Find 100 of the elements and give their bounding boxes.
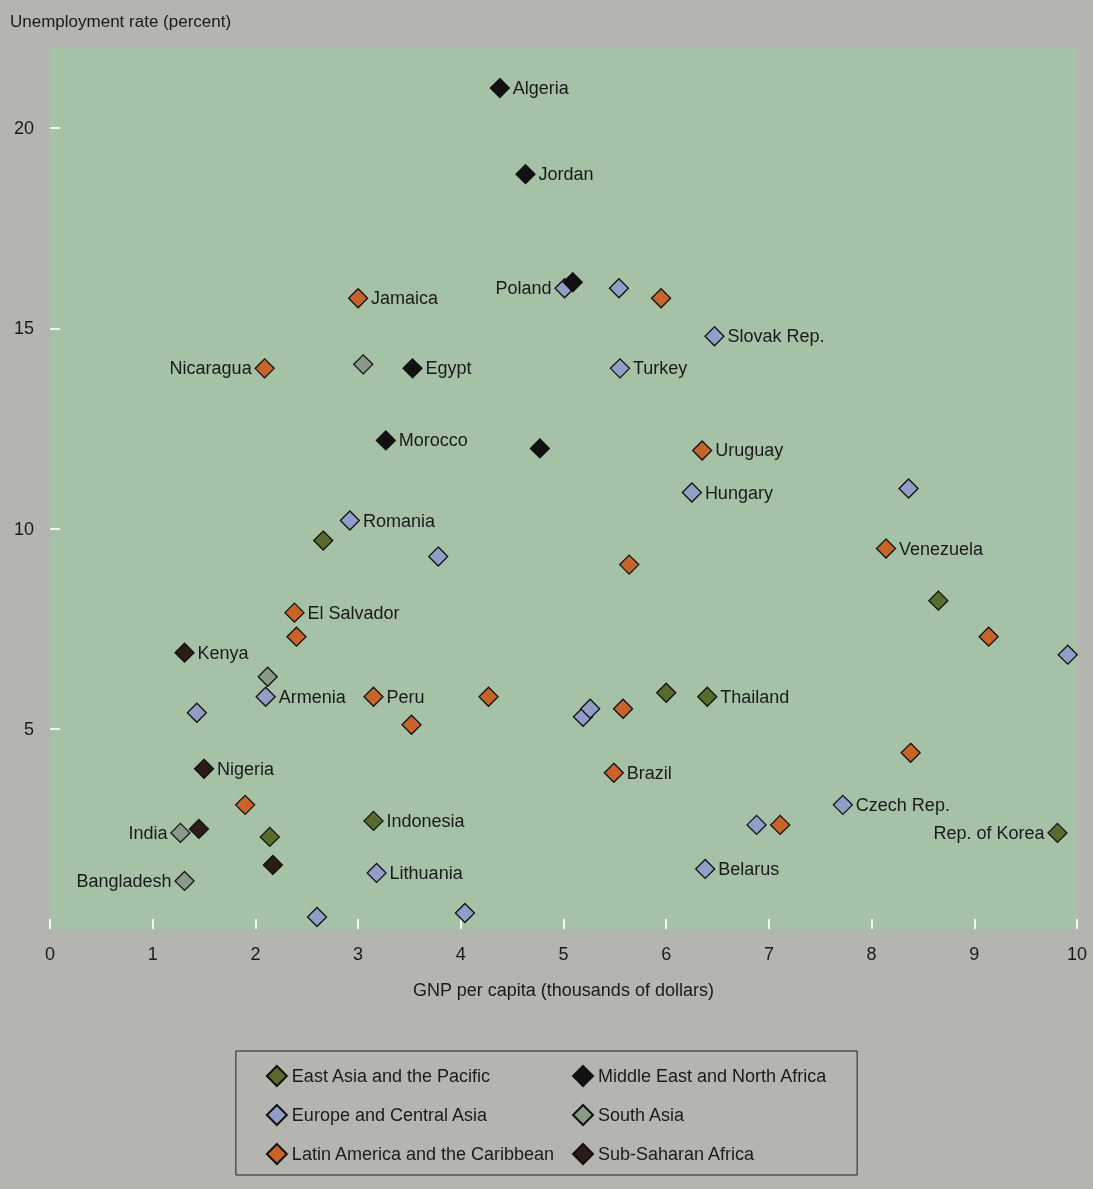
point [353, 354, 374, 375]
x-tick-label: 0 [44, 944, 56, 964]
annotation: Poland [495, 278, 552, 299]
point [928, 590, 949, 611]
y-tick-label: 15 [13, 318, 34, 339]
annotation: Nicaragua [169, 358, 253, 379]
annotation: India [128, 822, 169, 843]
point [188, 818, 210, 840]
annotation: Kenya [197, 642, 250, 663]
annotation: Thailand [720, 686, 790, 707]
annotation: Venezuela [898, 538, 985, 559]
annotation: Bangladesh [76, 870, 172, 891]
x-tick-label: 8 [866, 944, 877, 964]
annotation: Belarus [718, 858, 780, 879]
point [347, 288, 369, 309]
annotation: Jordan [538, 164, 594, 185]
point [366, 862, 387, 884]
point [608, 278, 630, 299]
point [363, 686, 384, 707]
point [402, 358, 423, 379]
point [562, 272, 583, 293]
y-axis-title: Unemployment rate (percent) [10, 12, 232, 31]
y-tick-label: 20 [13, 118, 34, 139]
y-tick-label: 5 [23, 718, 34, 739]
x-tick-label: 6 [661, 944, 672, 964]
legend-label: South Asia [598, 1105, 686, 1125]
point [978, 626, 999, 647]
point [284, 602, 305, 623]
point [454, 902, 476, 924]
legend-label: Sub-Saharan Africa [598, 1144, 756, 1164]
point [898, 478, 919, 499]
legend-label: Latin America and the Caribbean [291, 1144, 555, 1164]
annotation: Romania [362, 510, 436, 531]
point [875, 538, 897, 559]
point [306, 906, 328, 928]
annotation: Egypt [425, 358, 472, 379]
point [489, 77, 510, 99]
point [254, 358, 275, 379]
point [313, 530, 334, 551]
point [234, 794, 256, 816]
annotation: Indonesia [386, 810, 466, 831]
x-tick-label: 9 [969, 944, 980, 964]
annotation: Armenia [278, 686, 347, 707]
x-tick-label: 1 [147, 944, 158, 964]
annotation: Uruguay [715, 440, 784, 461]
annotation: Algeria [512, 78, 570, 99]
x-tick-label: 7 [763, 944, 774, 964]
point [174, 642, 195, 663]
annotation: Lithuania [389, 862, 464, 883]
point [515, 163, 536, 185]
annotation: Brazil [626, 762, 672, 783]
legend-label: Middle East and North Africa [598, 1066, 828, 1086]
point [609, 358, 631, 379]
point [704, 326, 725, 347]
point [401, 714, 422, 735]
point [375, 430, 396, 451]
point [259, 826, 280, 848]
annotation: Peru [386, 686, 425, 707]
point [832, 794, 853, 816]
annotation: Nigeria [217, 758, 276, 779]
annotation: Czech Rep. [855, 794, 950, 815]
x-tick-label: 2 [250, 944, 261, 964]
annotation: Hungary [704, 482, 773, 503]
x-tick-label: 3 [353, 944, 364, 964]
point [580, 698, 601, 719]
point [770, 814, 791, 836]
point [339, 510, 361, 531]
x-tick-label: 4 [455, 944, 466, 964]
y-tick-label: 10 [13, 518, 34, 539]
point [695, 858, 716, 880]
x-axis-title: GNP per capita (thousands of dollars) [413, 980, 714, 1000]
point [692, 440, 713, 461]
point [363, 810, 384, 832]
point [1047, 822, 1068, 844]
point [257, 666, 278, 687]
annotation: Morocco [398, 430, 468, 451]
point [619, 554, 640, 575]
annotation: Rep. of Korea [933, 822, 1046, 843]
annotation: El Salvador [307, 602, 400, 623]
point [286, 626, 307, 647]
annotation: Turkey [632, 358, 688, 379]
point [255, 686, 276, 707]
point [900, 742, 921, 763]
point [193, 758, 215, 779]
point [174, 870, 195, 892]
annotation: Jamaica [371, 288, 440, 309]
point [746, 814, 767, 836]
x-tick-label: 5 [558, 944, 569, 964]
annotation: Slovak Rep. [727, 326, 825, 347]
legend-label: East Asia and the Pacific [291, 1066, 490, 1086]
point [681, 482, 703, 503]
point [529, 438, 551, 459]
point [612, 698, 634, 719]
x-tick-label: 10 [1066, 944, 1088, 964]
point [697, 686, 718, 707]
point [170, 822, 191, 844]
legend-label: Europe and Central Asia [291, 1105, 488, 1125]
point [186, 702, 208, 723]
point [428, 546, 449, 567]
point [650, 288, 672, 309]
